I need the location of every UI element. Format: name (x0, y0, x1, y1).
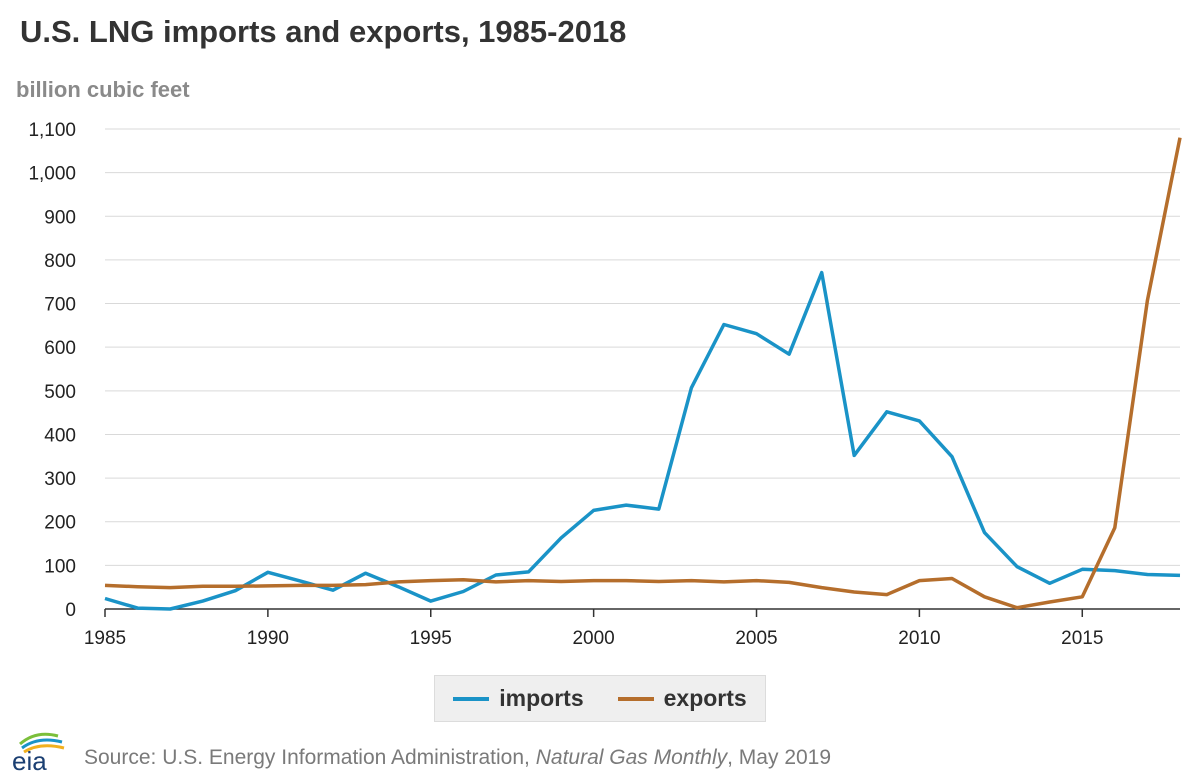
legend-label-exports: exports (663, 685, 747, 711)
y-tick-label: 0 (65, 600, 76, 621)
eia-logo-icon: eia (12, 732, 65, 774)
series-line-imports (104, 270, 1181, 611)
y-tick-label: 800 (44, 251, 76, 272)
y-tick-label: 700 (44, 295, 76, 316)
eia-logo-text: eia (12, 746, 47, 774)
x-tick-label: 1990 (247, 628, 289, 649)
y-tick-label: 300 (44, 469, 76, 490)
y-tick-label: 500 (44, 382, 76, 403)
gridlines (105, 128, 1180, 566)
y-tick-label: 200 (44, 513, 76, 534)
series-line-exports (104, 137, 1182, 610)
y-tick-label: 600 (44, 338, 76, 359)
y-tick-label: 100 (44, 556, 76, 577)
legend: imports exports (434, 675, 766, 722)
x-tick-label: 2005 (735, 628, 777, 649)
legend-item-imports: imports (453, 685, 584, 712)
y-axis-unit-label: billion cubic feet (16, 77, 190, 102)
source-note: Source: U.S. Energy Information Administ… (84, 746, 831, 770)
y-tick-label: 1,000 (28, 164, 76, 185)
series-lines (104, 137, 1182, 611)
x-tick-label: 2000 (572, 628, 614, 649)
y-tick-label: 400 (44, 425, 76, 446)
legend-swatch-imports (453, 696, 490, 701)
y-tick-label: 900 (44, 207, 76, 228)
x-tick-label: 1995 (410, 628, 452, 649)
legend-label-imports: imports (499, 685, 584, 711)
footer: eia Source: U.S. Energy Information Admi… (6, 724, 831, 774)
x-tick-label: 2015 (1061, 628, 1103, 649)
x-tick-label: 1985 (84, 628, 126, 649)
legend-item-exports: exports (617, 685, 747, 712)
x-axis-ticks: 1985 1990 1995 2000 2005 2010 2015 (84, 608, 1180, 649)
source-prefix: Source: U.S. Energy Information Administ… (84, 746, 536, 769)
legend-swatch-exports (617, 696, 654, 701)
y-axis-tick-labels: 0 100 200 300 400 500 600 700 800 900 1,000 1,100 (28, 120, 76, 621)
source-publication: Natural Gas Monthly (535, 746, 728, 769)
y-tick-label: 1,100 (28, 120, 76, 141)
source-suffix: , May 2019 (727, 746, 832, 769)
line-chart: 0 100 200 300 400 500 600 700 800 900 1,000 1,100 1… (28, 120, 1182, 649)
x-tick-label: 2010 (898, 628, 940, 649)
chart-title: U.S. LNG imports and exports, 1985-2018 (20, 14, 627, 49)
